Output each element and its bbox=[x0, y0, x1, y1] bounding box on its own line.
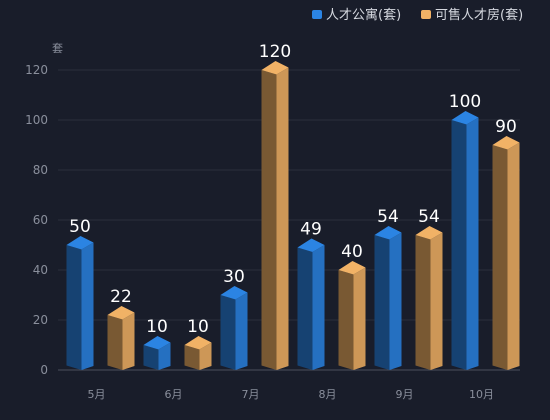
bar-left-face bbox=[107, 315, 123, 370]
bar-right-face bbox=[353, 267, 366, 370]
x-tick-label: 7月 bbox=[242, 388, 260, 401]
bar-left-face bbox=[143, 345, 159, 370]
bar bbox=[451, 111, 479, 370]
legend-swatch bbox=[312, 10, 322, 19]
bar bbox=[415, 226, 443, 370]
bars bbox=[66, 61, 520, 370]
bar-right-face bbox=[276, 67, 289, 370]
data-label: 10 bbox=[187, 317, 209, 337]
bar-top-face bbox=[297, 238, 325, 252]
y-tick-label: 120 bbox=[25, 63, 48, 77]
legend-item[interactable]: 可售人才房(套) bbox=[421, 7, 523, 23]
bar bbox=[184, 336, 212, 370]
bar-left-face bbox=[415, 235, 431, 370]
data-label: 40 bbox=[341, 242, 363, 262]
data-label: 54 bbox=[418, 207, 440, 227]
data-label: 120 bbox=[259, 42, 291, 62]
y-tick-label: 0 bbox=[40, 363, 48, 377]
data-label: 100 bbox=[449, 92, 481, 112]
bar-left-face bbox=[220, 295, 236, 370]
bar-right-face bbox=[199, 342, 212, 370]
bar-top-face bbox=[66, 236, 94, 250]
bar-top-face bbox=[451, 111, 479, 125]
y-tick-label: 100 bbox=[25, 113, 48, 127]
bar-left-face bbox=[338, 270, 354, 370]
bar bbox=[143, 336, 171, 370]
bar-top-face bbox=[338, 261, 366, 275]
bar-right-face bbox=[235, 292, 248, 370]
x-tick-label: 6月 bbox=[165, 388, 183, 401]
bar-top-face bbox=[492, 136, 520, 150]
data-label: 90 bbox=[495, 117, 517, 137]
bar-top-face bbox=[374, 226, 402, 240]
bar-left-face bbox=[492, 145, 508, 370]
bar-top-face bbox=[184, 336, 212, 350]
x-tick-label: 5月 bbox=[88, 388, 106, 401]
bar-right-face bbox=[122, 312, 135, 370]
y-axis-unit-label: 套 bbox=[52, 42, 63, 55]
bar-right-face bbox=[312, 245, 325, 370]
bar bbox=[297, 238, 325, 370]
legend-swatch bbox=[421, 10, 431, 19]
bar bbox=[492, 136, 520, 370]
y-tick-label: 20 bbox=[33, 313, 48, 327]
gridlines bbox=[58, 69, 520, 371]
bar-right-face bbox=[81, 242, 94, 370]
data-label: 10 bbox=[146, 317, 168, 337]
legend[interactable]: 人才公寓(套) 可售人才房(套) bbox=[312, 7, 523, 23]
legend-item[interactable]: 人才公寓(套) bbox=[312, 7, 401, 23]
data-labels: 50 22 10 10 30 120 49 40 54 54 100 90 bbox=[69, 42, 517, 337]
bar bbox=[374, 226, 402, 370]
bar-left-face bbox=[261, 70, 277, 370]
legend-label: 人才公寓(套) bbox=[326, 7, 401, 23]
data-label: 50 bbox=[69, 217, 91, 237]
x-axis: 5月 6月 7月 8月 9月 10月 bbox=[88, 388, 495, 401]
x-tick-label: 9月 bbox=[396, 388, 414, 401]
y-tick-label: 60 bbox=[33, 213, 48, 227]
bar-top-face bbox=[107, 306, 135, 320]
bar-right-face bbox=[507, 142, 520, 370]
y-tick-label: 80 bbox=[33, 163, 48, 177]
bar-left-face bbox=[451, 120, 467, 370]
bar bbox=[66, 236, 94, 370]
data-label: 49 bbox=[300, 220, 322, 240]
bar-top-face bbox=[220, 286, 248, 300]
bar-left-face bbox=[184, 345, 200, 370]
data-label: 22 bbox=[110, 287, 132, 307]
y-tick-label: 40 bbox=[33, 263, 48, 277]
x-tick-label: 10月 bbox=[469, 388, 494, 401]
bar bbox=[220, 286, 248, 370]
bar-right-face bbox=[158, 342, 171, 370]
legend-label: 可售人才房(套) bbox=[435, 7, 523, 23]
data-label: 30 bbox=[223, 267, 245, 287]
x-tick-label: 8月 bbox=[319, 388, 337, 401]
bar-right-face bbox=[466, 117, 479, 370]
bar bbox=[107, 306, 135, 370]
bar-right-face bbox=[430, 232, 443, 370]
bar-right-face bbox=[389, 232, 402, 370]
bar-top-face bbox=[415, 226, 443, 240]
data-label: 54 bbox=[377, 207, 399, 227]
bar-left-face bbox=[374, 235, 390, 370]
y-axis: 0 20 40 60 80 100 120 bbox=[25, 63, 48, 377]
bar-top-face bbox=[143, 336, 171, 350]
bar-left-face bbox=[297, 247, 313, 370]
bar bbox=[261, 61, 289, 370]
bar-left-face bbox=[66, 245, 82, 370]
bar bbox=[338, 261, 366, 370]
bar-top-face bbox=[261, 61, 289, 75]
